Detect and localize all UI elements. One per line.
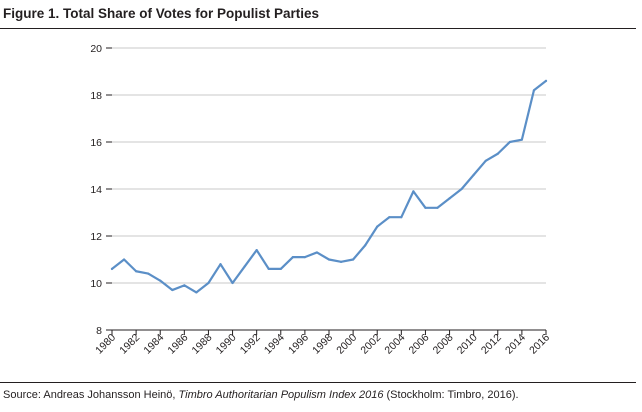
- data-point-1989: [219, 263, 222, 266]
- data-point-2002: [376, 225, 379, 228]
- x-tick-label-2010: 2010: [455, 332, 480, 357]
- data-point-1980: [110, 267, 114, 270]
- y-tick-label-18: 18: [90, 90, 102, 102]
- data-point-1991: [243, 265, 246, 268]
- source-prefix: Source: Andreas Johansson Heinö,: [3, 389, 179, 401]
- data-point-1987: [195, 291, 198, 294]
- x-tick-label-1984: 1984: [141, 332, 166, 357]
- data-point-1994: [279, 267, 282, 270]
- data-point-1993: [267, 267, 270, 270]
- series-layer: [110, 79, 548, 294]
- x-tick-label-2002: 2002: [358, 332, 383, 357]
- x-tick-label-2004: 2004: [382, 332, 407, 357]
- y-tick-label-8: 8: [96, 325, 102, 337]
- gridlines: [112, 47, 546, 331]
- data-point-2014: [520, 138, 523, 141]
- data-point-2011: [484, 159, 487, 162]
- bottom-rule: [0, 382, 636, 383]
- x-tick-label-2000: 2000: [334, 332, 359, 357]
- data-point-1985: [171, 288, 174, 292]
- figure-title: Figure 1. Total Share of Votes for Popul…: [3, 6, 320, 21]
- data-point-2010: [472, 173, 475, 176]
- x-tick-label-2006: 2006: [407, 332, 432, 357]
- data-point-1999: [339, 260, 343, 263]
- data-point-2015: [532, 89, 536, 92]
- data-point-2005: [412, 190, 415, 193]
- data-point-2001: [364, 244, 367, 247]
- data-point-2013: [508, 140, 511, 144]
- data-point-2003: [388, 216, 391, 219]
- x-tick-label-2008: 2008: [431, 332, 456, 357]
- data-point-2006: [424, 206, 427, 209]
- data-point-1998: [327, 258, 331, 261]
- data-point-1986: [183, 284, 186, 287]
- data-point-1996: [303, 256, 306, 259]
- data-point-1984: [159, 279, 162, 282]
- data-point-2009: [460, 187, 463, 191]
- data-point-1992: [255, 249, 258, 252]
- x-tick-label-2012: 2012: [479, 332, 504, 357]
- data-point-2012: [496, 152, 499, 155]
- data-point-2004: [400, 216, 403, 219]
- top-rule: [0, 28, 636, 29]
- source-work-title: Timbro Authoritarian Populism Index 2016: [178, 389, 384, 401]
- x-tick-label-2016: 2016: [527, 332, 552, 357]
- data-point-1982: [135, 270, 138, 273]
- y-tick-label-20: 20: [90, 43, 102, 55]
- source-note: Source: Andreas Johansson Heinö, Timbro …: [3, 389, 519, 401]
- data-point-1988: [207, 281, 210, 285]
- x-tick-label-1986: 1986: [165, 332, 190, 357]
- data-point-1997: [315, 251, 319, 254]
- y-axis: 8 10 12 14 16 18 20: [90, 43, 112, 337]
- source-suffix: (Stockholm: Timbro, 2016).: [383, 389, 519, 401]
- series-line-0: [110, 79, 548, 294]
- line-chart: 8 10 12 14 16 18 20 1980 1982 1984 1986 1988 1990 19…: [90, 43, 552, 357]
- y-tick-label-10: 10: [90, 278, 102, 290]
- x-tick-label-1992: 1992: [238, 332, 263, 357]
- x-tick-label-1996: 1996: [286, 332, 311, 357]
- data-point-2016: [544, 79, 548, 82]
- x-tick-label-1982: 1982: [117, 332, 142, 357]
- y-tick-label-12: 12: [90, 231, 102, 243]
- x-tick-label-2014: 2014: [503, 332, 528, 357]
- x-tick-label-1998: 1998: [310, 332, 335, 357]
- x-tick-label-1988: 1988: [190, 332, 215, 357]
- data-point-1995: [291, 256, 294, 259]
- data-point-2008: [448, 197, 451, 200]
- data-point-2007: [436, 206, 439, 209]
- y-tick-label-16: 16: [90, 137, 102, 149]
- data-point-1981: [122, 258, 126, 261]
- x-tick-label-1994: 1994: [262, 332, 287, 357]
- x-tick-label-1990: 1990: [214, 332, 239, 357]
- data-point-1990: [231, 281, 234, 285]
- data-point-2000: [352, 258, 355, 261]
- data-point-1983: [147, 272, 150, 275]
- x-axis: 1980 1982 1984 1986 1988 1990 1992 1994 1996 1998…: [93, 329, 552, 357]
- y-tick-label-14: 14: [90, 184, 102, 196]
